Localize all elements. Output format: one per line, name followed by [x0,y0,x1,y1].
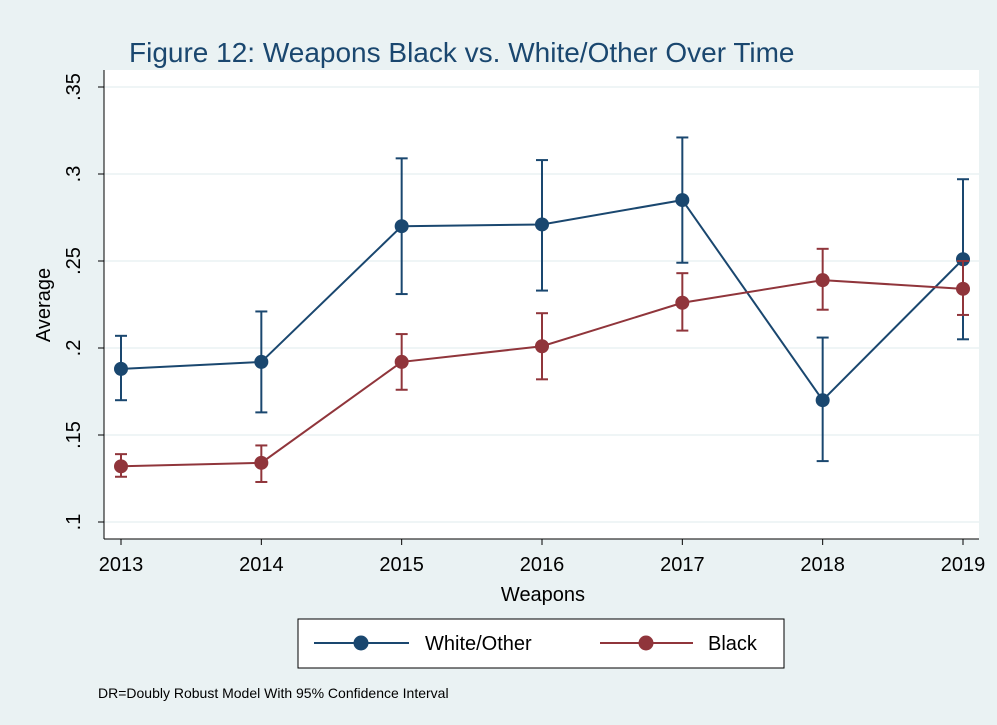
x-axis-label: Weapons [501,584,585,606]
data-point-0-4 [675,193,689,207]
x-tick-label-6: 2019 [941,554,986,576]
x-tick-label-1: 2014 [239,554,284,576]
data-point-1-4 [675,296,689,310]
y-tick-label-0: .1 [63,514,85,531]
y-tick-label-2: .2 [63,340,85,357]
legend-label-black: Black [708,633,758,655]
data-point-0-0 [114,362,128,376]
legend-marker-black [639,636,654,651]
x-tick-label-0: 2013 [99,554,144,576]
chart-title: Figure 12: Weapons Black vs. White/Other… [129,37,795,68]
x-tick-label-2: 2015 [379,554,424,576]
data-point-1-2 [395,355,409,369]
data-point-0-5 [816,393,830,407]
x-tick-label-5: 2018 [800,554,845,576]
legend-marker-white-other [354,636,369,651]
data-point-1-5 [816,273,830,287]
y-tick-label-1: .15 [63,421,85,449]
x-tick-label-3: 2016 [520,554,565,576]
data-point-0-3 [535,217,549,231]
plot-area [104,70,979,539]
data-point-1-6 [956,282,970,296]
legend: White/Other Black [298,619,784,668]
y-tick-label-4: .3 [63,166,85,183]
data-point-1-3 [535,339,549,353]
data-point-1-0 [114,459,128,473]
data-point-0-1 [254,355,268,369]
x-tick-label-4: 2017 [660,554,705,576]
chart-note: DR=Doubly Robust Model With 95% Confiden… [98,685,449,701]
data-point-0-2 [395,219,409,233]
y-tick-label-5: .35 [63,73,85,101]
legend-label-white-other: White/Other [425,633,532,655]
y-axis-label: Average [33,268,55,342]
data-point-1-1 [254,456,268,470]
y-tick-label-3: .25 [63,247,85,275]
